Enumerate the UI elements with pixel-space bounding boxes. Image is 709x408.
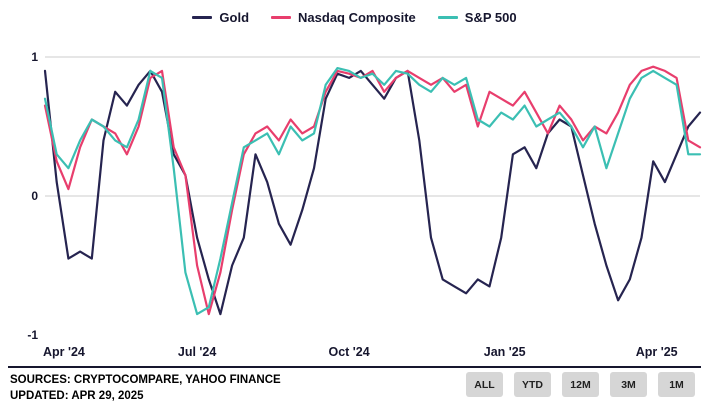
series-line-nasdaq-composite — [43, 65, 702, 316]
x-axis-tick-label: Jul '24 — [178, 345, 216, 359]
series-line-s-p-500 — [43, 67, 702, 316]
correlation-line-chart: 1 0 -1 Apr '24 Jul '24 Oct '24 Jan '25 Apr '25 — [27, 50, 702, 359]
time-range-selector: ALL YTD 12M 3M 1M — [466, 372, 695, 397]
series-line-gold — [43, 69, 702, 316]
x-axis-tick-label: Apr '24 — [43, 345, 85, 359]
range-button-12m[interactable]: 12M — [562, 372, 599, 397]
legend-item-nasdaq-composite: Nasdaq Composite — [271, 10, 416, 25]
x-axis-tick-label: Jan '25 — [484, 345, 526, 359]
legend-swatch-nasdaq-composite — [271, 16, 292, 19]
range-button-1m[interactable]: 1M — [658, 372, 695, 397]
sources-note: SOURCES: CRYPTOCOMPARE, YAHOO FINANCE UP… — [10, 373, 281, 404]
legend-label-gold: Gold — [219, 10, 250, 25]
legend-label-s-p-500: S&P 500 — [464, 10, 517, 25]
chart-legend: Gold Nasdaq Composite S&P 500 — [0, 10, 709, 25]
x-axis-tick-label: Oct '24 — [329, 345, 370, 359]
footer-divider — [8, 366, 701, 368]
x-axis-tick-label: Apr '25 — [636, 345, 678, 359]
legend-swatch-gold — [192, 16, 213, 19]
legend-swatch-s-p-500 — [437, 16, 458, 19]
legend-label-nasdaq-composite: Nasdaq Composite — [298, 10, 416, 25]
range-button-ytd[interactable]: YTD — [514, 372, 551, 397]
range-button-all[interactable]: ALL — [466, 372, 503, 397]
y-axis-tick-label: 0 — [31, 189, 38, 203]
y-axis-tick-label: 1 — [31, 50, 38, 64]
legend-item-gold: Gold — [192, 10, 249, 25]
legend-item-s-p-500: S&P 500 — [437, 10, 517, 25]
sources-line: SOURCES: CRYPTOCOMPARE, YAHOO FINANCE — [10, 374, 281, 386]
y-axis-tick-label: -1 — [27, 328, 38, 342]
range-button-3m[interactable]: 3M — [610, 372, 647, 397]
updated-line: UPDATED: APR 29, 2025 — [10, 389, 144, 402]
